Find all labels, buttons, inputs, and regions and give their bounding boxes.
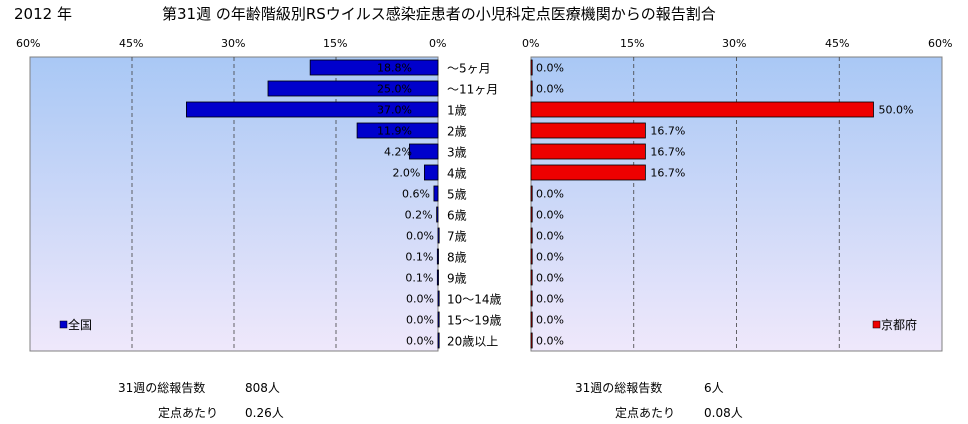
right-tick-45: 45%: [825, 37, 850, 50]
left-bar: [437, 290, 440, 307]
left-bar: [436, 269, 439, 286]
right-data-label: 0.0%: [536, 251, 564, 264]
left-bar: [409, 143, 439, 160]
category-label: 20歳以上: [447, 335, 498, 349]
right-data-label: 0.0%: [536, 230, 564, 243]
national-reports-label: 31週の総報告数: [118, 381, 206, 395]
left-bar: [356, 122, 439, 139]
year-label: 2012 年: [14, 5, 72, 23]
left-data-label: 0.0%: [406, 314, 434, 327]
right-data-label: 0.0%: [536, 314, 564, 327]
left-bar: [436, 206, 439, 223]
left-tick-45: 45%: [119, 37, 144, 50]
category-label: 7歳: [447, 230, 467, 244]
right-bar: [530, 332, 533, 349]
left-data-label: 0.0%: [406, 335, 434, 348]
left-data-label: 18.8%: [377, 62, 412, 75]
category-label: 2歳: [447, 125, 467, 139]
right-data-label: 50.0%: [879, 104, 914, 117]
right-bar: [530, 206, 533, 223]
national-per-site-label: 定点あたり: [158, 406, 219, 420]
left-tick-0: 0%: [429, 37, 447, 50]
right-bar: [530, 248, 533, 265]
category-label: 10～14歳: [447, 293, 502, 307]
legend-label-kyoto: 京都府: [881, 317, 917, 332]
left-bar: [267, 80, 439, 97]
right-bar: [530, 122, 646, 139]
left-bar: [437, 332, 440, 349]
category-label: 3歳: [447, 146, 467, 160]
left-bar: [437, 227, 440, 244]
left-data-label: 37.0%: [377, 104, 412, 117]
left-data-label: 0.6%: [402, 188, 430, 201]
kyoto-per-site-value: 0.08人: [704, 406, 743, 420]
right-bar: [530, 80, 533, 97]
right-bar: [530, 269, 533, 286]
right-data-label: 0.0%: [536, 62, 564, 75]
right-data-label: 16.7%: [650, 125, 685, 138]
left-data-label: 0.1%: [405, 251, 433, 264]
right-data-label: 16.7%: [650, 146, 685, 159]
left-bar: [437, 311, 440, 328]
right-data-label: 0.0%: [536, 272, 564, 285]
left-bar: [433, 185, 439, 202]
left-data-label: 25.0%: [377, 83, 412, 96]
right-bar: [530, 101, 874, 118]
left-tick-30: 30%: [221, 37, 246, 50]
right-data-label: 0.0%: [536, 188, 564, 201]
category-label: 6歳: [447, 209, 467, 223]
kyoto-reports-label: 31週の総報告数: [575, 381, 663, 395]
left-data-label: 4.2%: [384, 146, 412, 159]
left-tick-60: 60%: [16, 37, 41, 50]
category-label: 15～19歳: [447, 314, 502, 328]
left-data-label: 11.9%: [377, 125, 412, 138]
category-label: 9歳: [447, 272, 467, 286]
right-data-label: 0.0%: [536, 209, 564, 222]
legend-label-national: 全国: [68, 317, 92, 332]
category-label: 5歳: [447, 188, 467, 202]
category-label: ～11ヶ月: [447, 83, 498, 97]
category-label: 1歳: [447, 104, 467, 118]
right-tick-60: 60%: [928, 37, 953, 50]
right-bar: [530, 143, 646, 160]
left-data-label: 2.0%: [392, 167, 420, 180]
category-label: ～5ヶ月: [447, 62, 491, 76]
left-data-label: 0.0%: [406, 230, 434, 243]
right-data-label: 0.0%: [536, 83, 564, 96]
left-data-label: 0.0%: [406, 293, 434, 306]
right-bar: [530, 290, 533, 307]
left-tick-15: 15%: [323, 37, 348, 50]
right-bar: [530, 59, 533, 76]
right-data-label: 16.7%: [650, 167, 685, 180]
right-data-label: 0.0%: [536, 335, 564, 348]
chart-title: 第31週 の年齢階級別RSウイルス感染症患者の小児科定点医療機関からの報告割合: [162, 5, 716, 23]
left-bar: [436, 248, 439, 265]
kyoto-reports-value: 6人: [704, 381, 724, 395]
right-bar: [530, 227, 533, 244]
right-data-label: 0.0%: [536, 293, 564, 306]
category-label: 8歳: [447, 251, 467, 265]
right-tick-0: 0%: [522, 37, 540, 50]
legend-swatch-national: [59, 320, 68, 329]
left-data-label: 0.2%: [405, 209, 433, 222]
right-bar: [530, 185, 533, 202]
left-bar: [185, 101, 439, 118]
legend-swatch-kyoto: [872, 320, 881, 329]
right-bar: [530, 311, 533, 328]
right-tick-15: 15%: [620, 37, 645, 50]
right-tick-30: 30%: [722, 37, 747, 50]
left-data-label: 0.1%: [405, 272, 433, 285]
left-bar: [309, 59, 439, 76]
left-bar: [423, 164, 439, 181]
category-label: 4歳: [447, 167, 467, 181]
kyoto-per-site-label: 定点あたり: [615, 406, 676, 420]
right-bar: [530, 164, 646, 181]
national-per-site-value: 0.26人: [245, 406, 284, 420]
national-reports-value: 808人: [245, 381, 280, 395]
